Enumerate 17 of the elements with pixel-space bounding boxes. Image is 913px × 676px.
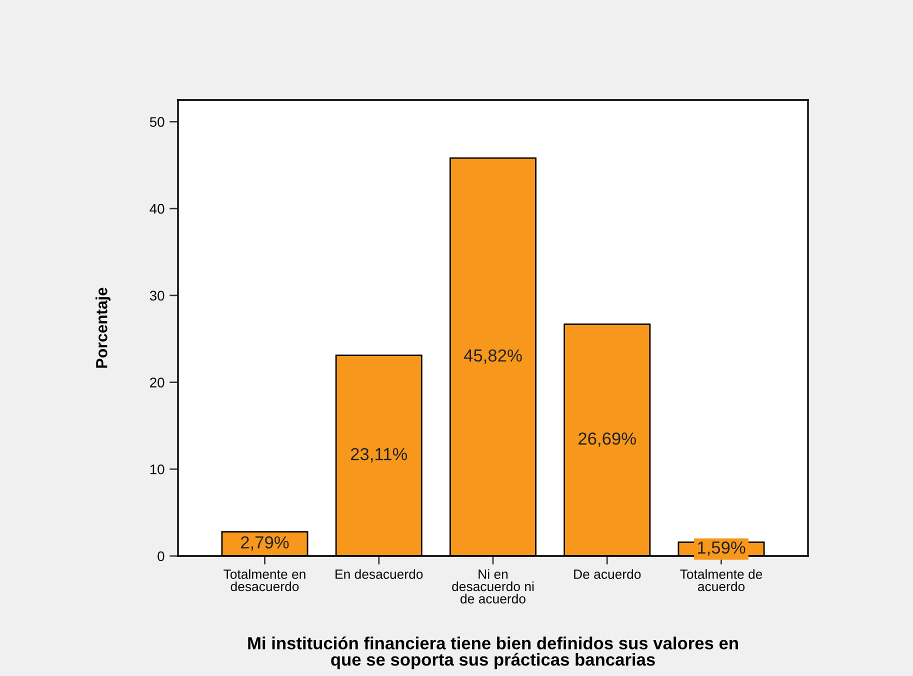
y-tick-label: 0 <box>158 551 164 562</box>
y-tick-label: 20 <box>150 378 164 388</box>
x-tick-label: De acuerdo <box>574 569 641 579</box>
y-tick-label: 40 <box>150 204 164 214</box>
y-tick-label: 10 <box>150 464 164 474</box>
x-axis-title: Mi institución financiera tiene bien definidos sus valores en que se soporta sus prácticas bancarias <box>248 636 738 670</box>
y-tick-label: 50 <box>150 117 164 127</box>
data-label: 2,79% <box>241 536 289 551</box>
data-label: 26,69% <box>578 432 636 447</box>
data-label: 23,11% <box>350 448 408 462</box>
x-tick-label: Totalmente en desacuerdo <box>224 569 306 592</box>
x-tick-label: En desacuerdo <box>336 569 423 579</box>
y-tick-label: 30 <box>150 290 164 301</box>
x-tick-label: Ni en desacuerdo ni de acuerdo <box>452 569 534 604</box>
y-axis-title: Porcentaje <box>96 288 110 368</box>
data-label: 45,82% <box>464 349 522 364</box>
x-tick-label: Totalmente de acuerdo <box>680 569 762 592</box>
